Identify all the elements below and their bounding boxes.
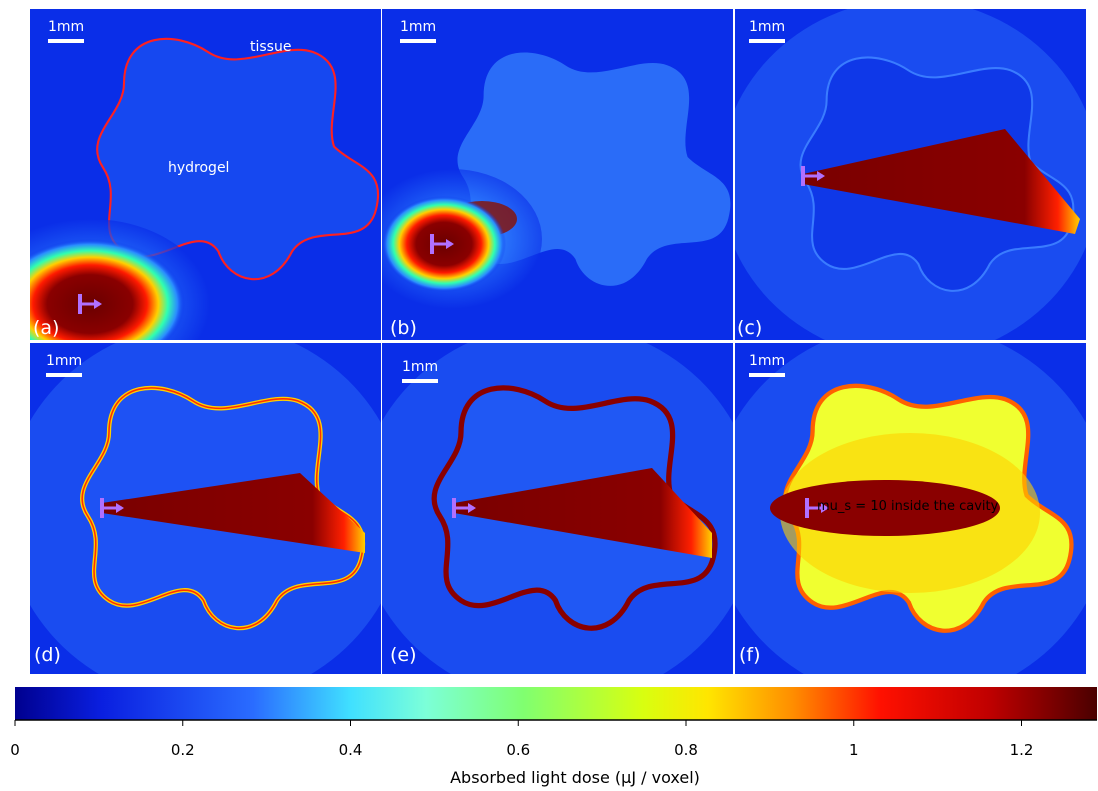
panel-a: 1mm tissue hydrogel (a) [30, 9, 381, 340]
tick-label: 1 [849, 741, 859, 759]
panel-label: (a) [33, 317, 59, 339]
panel-f: 1mm mu_s = 10 inside the cavity (f) [735, 343, 1086, 674]
scale-label: 1mm [48, 19, 84, 35]
annotation: mu_s = 10 inside the cavity [817, 499, 999, 514]
annotation: tissue [250, 39, 291, 55]
panel-label: (f) [739, 644, 761, 666]
tick-label: 0.2 [171, 741, 195, 759]
scale-label: 1mm [402, 359, 438, 375]
colorbar [15, 687, 1097, 720]
scale-label: 1mm [46, 353, 82, 369]
panel-c: 1mm (c) [735, 9, 1086, 340]
tick-label: 0.6 [506, 741, 530, 759]
panel-label: (e) [390, 644, 417, 666]
panel-label: (d) [34, 644, 61, 666]
panel-e: 1mm (e) [382, 343, 733, 674]
colorbar-title: Absorbed light dose (μJ / voxel) [450, 768, 700, 787]
tick-label: 1.2 [1010, 741, 1034, 759]
panel-d: 1mm (d) [30, 343, 381, 674]
panel-b: 1mm (b) [382, 9, 733, 340]
panel-label: (b) [390, 317, 417, 339]
tick-label: 0.8 [674, 741, 698, 759]
tick-label: 0.4 [339, 741, 363, 759]
panel-label: (c) [737, 317, 762, 339]
tick-label: 0 [10, 741, 20, 759]
scale-label: 1mm [400, 19, 436, 35]
scale-label: 1mm [749, 19, 785, 35]
scale-label: 1mm [749, 353, 785, 369]
annotation: hydrogel [168, 160, 229, 176]
